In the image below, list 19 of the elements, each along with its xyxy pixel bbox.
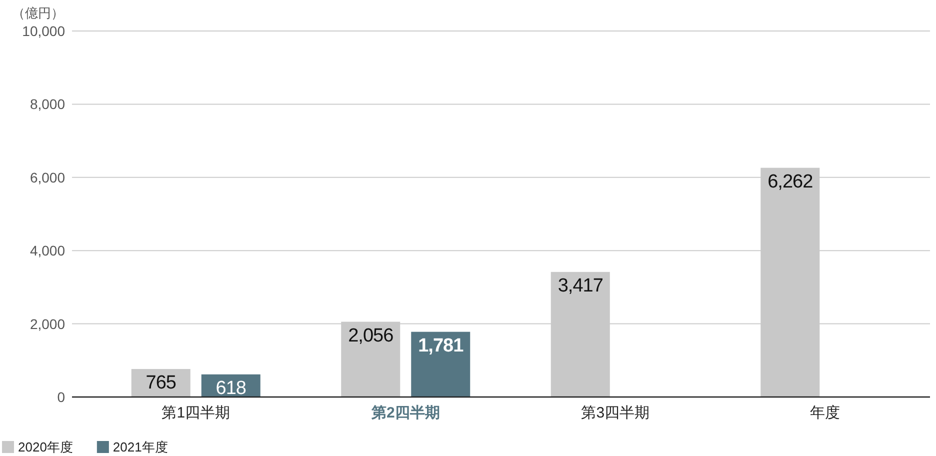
y-tick-label: 0 bbox=[57, 389, 66, 405]
x-tick-label: 第2四半期 bbox=[370, 404, 440, 422]
y-tick-label: 4,000 bbox=[30, 242, 66, 259]
y-axis-title: （億円） bbox=[12, 6, 64, 20]
data-label: 3,417 bbox=[558, 275, 603, 296]
x-tick-label: 第1四半期 bbox=[162, 404, 230, 422]
y-tick-label: 6,000 bbox=[30, 169, 66, 186]
legend-label: 2020年度 bbox=[18, 440, 73, 454]
data-label: 618 bbox=[216, 378, 246, 399]
y-tick-label: 8,000 bbox=[30, 96, 66, 112]
data-label: 765 bbox=[146, 372, 176, 394]
data-label: 1,781 bbox=[418, 335, 464, 356]
y-tick-label: 10,000 bbox=[22, 23, 66, 39]
x-tick-label: 第3四半期 bbox=[581, 404, 650, 422]
data-label: 2,056 bbox=[348, 325, 394, 346]
x-tick-label: 年度 bbox=[810, 404, 840, 422]
data-label: 6,262 bbox=[768, 171, 813, 192]
y-tick-label: 2,000 bbox=[30, 316, 66, 332]
legend-label: 2021年度 bbox=[112, 440, 168, 454]
